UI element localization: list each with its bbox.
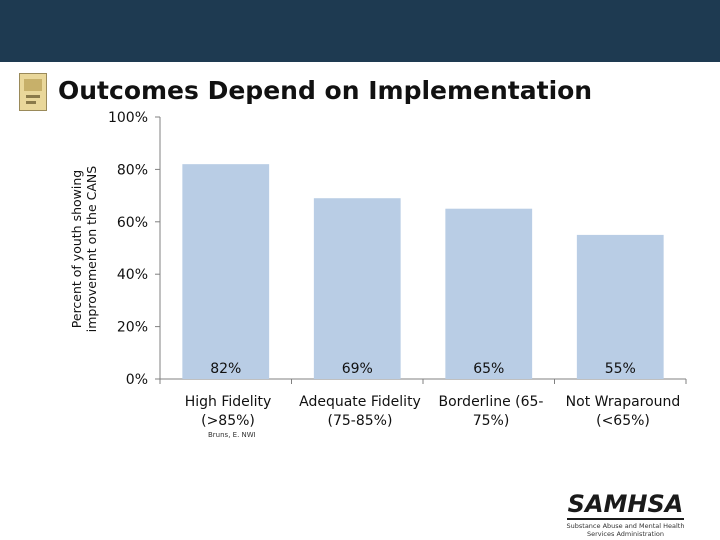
category-label-1: High Fidelity (>85%) (184, 394, 272, 429)
bar-2 (313, 198, 401, 379)
category-label-2: Adequate Fidelity (75-85%) (299, 394, 421, 429)
header-band (0, 0, 720, 62)
y-tick-label: 100% (108, 110, 148, 126)
logo-subtitle-2: Services Administration (586, 530, 665, 538)
value-label-2: 69% (342, 361, 373, 377)
y-tick-label: 20% (117, 320, 148, 336)
category-label-3: Borderline (65- 75%) (438, 394, 544, 429)
y-tick-label: 60% (117, 215, 148, 231)
logo-subtitle-1: Substance Abuse and Mental Health (566, 522, 685, 530)
bar-4 (576, 234, 664, 379)
category-label-4: Not Wraparound (<65%) (565, 394, 681, 429)
bar-3 (445, 208, 533, 379)
value-label-1: 82% (210, 361, 241, 377)
y-tick-label: 80% (117, 162, 148, 178)
samhsa-logo: SAMHSA Substance Abuse and Mental Health… (563, 491, 688, 538)
document-thumbnail-icon (19, 73, 47, 111)
value-label-3: 65% (473, 361, 504, 377)
logo-wordmark: SAMHSA (567, 490, 684, 518)
value-label-4: 55% (605, 361, 636, 377)
slide-title: Outcomes Depend on Implementation (58, 76, 593, 105)
y-tick-label: 40% (117, 267, 148, 283)
y-tick-label: 0% (126, 372, 148, 388)
bar-1 (182, 164, 270, 379)
source-credit: Bruns, E. NWI (208, 431, 256, 439)
